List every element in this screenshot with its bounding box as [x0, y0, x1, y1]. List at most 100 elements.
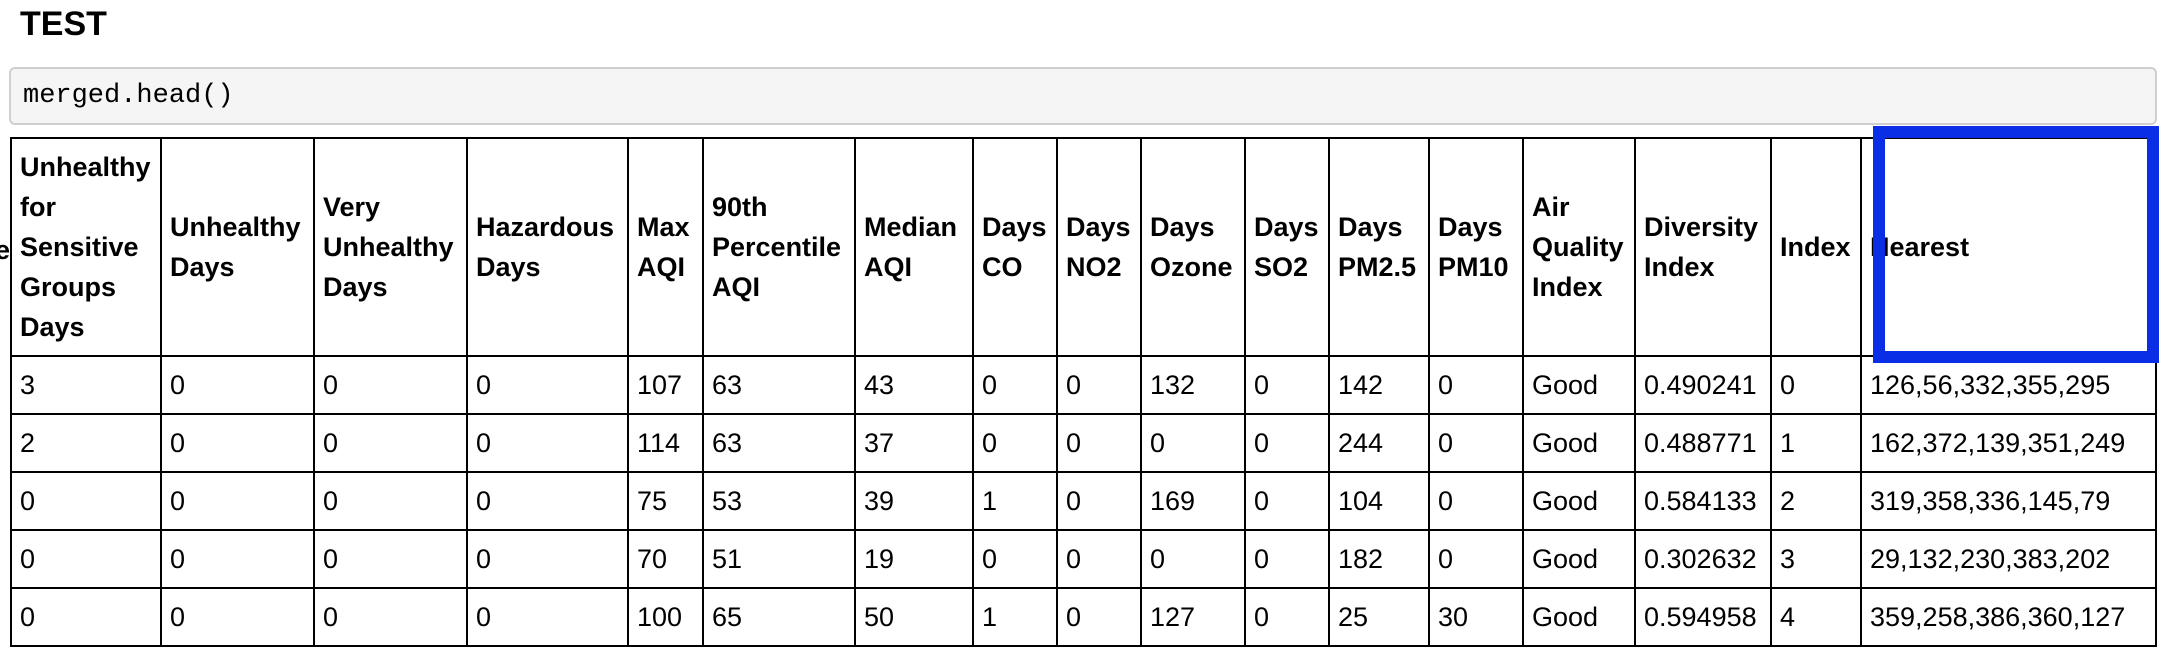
- table-cell: 0: [160, 529, 315, 589]
- table-cell: 51: [702, 529, 856, 589]
- column-header: Air Quality Index: [1522, 137, 1636, 357]
- table-cell: 0: [313, 355, 468, 415]
- table-cell: 0: [1428, 355, 1524, 415]
- table-cell: 0: [160, 355, 315, 415]
- table-cell: 39: [854, 471, 974, 531]
- column-header: Days PM10: [1428, 137, 1524, 357]
- table-cell: 1: [972, 471, 1058, 531]
- column-header: Unhealthy Days: [160, 137, 315, 357]
- table-cell: 0: [1770, 355, 1862, 415]
- dataframe-table: Unhealthy for Sensitive Groups Days Unhe…: [10, 137, 2157, 647]
- table-cell: 0: [10, 471, 162, 531]
- code-cell-source: merged.head(): [23, 81, 234, 111]
- table-cell: 63: [702, 355, 856, 415]
- table-cell: 244: [1328, 413, 1430, 473]
- table-cell: 0.302632: [1634, 529, 1772, 589]
- table-cell: 0: [160, 471, 315, 531]
- table-cell: 3: [10, 355, 162, 415]
- column-header: Median AQI: [854, 137, 974, 357]
- table-cell: 0: [466, 471, 629, 531]
- table-row: 3 0 0 0 107 63 43 0 0 132 0 142 0 Good 0.490241 0 126,56…: [10, 355, 2157, 415]
- clipped-previous-column: e: [0, 137, 10, 647]
- table-cell: 29,132,230,383,202: [1860, 529, 2157, 589]
- table-cell: 30: [1428, 587, 1524, 647]
- table-cell: 0.584133: [1634, 471, 1772, 531]
- column-header: Days SO2: [1244, 137, 1330, 357]
- table-cell: 0: [313, 413, 468, 473]
- table-cell: 0.488771: [1634, 413, 1772, 473]
- table-cell: 0: [313, 587, 468, 647]
- table-cell: 0: [1244, 355, 1330, 415]
- dataframe-output[interactable]: Unhealthy for Sensitive Groups Days Unhe…: [0, 137, 2168, 647]
- table-cell: 0: [466, 587, 629, 647]
- table-cell: 4: [1770, 587, 1862, 647]
- table-cell: 0: [1428, 413, 1524, 473]
- table-row: 0 0 0 0 100 65 50 1 0 127 0 25 30 Good 0.594958 4 359,25…: [10, 587, 2157, 647]
- table-row: 0 0 0 0 70 51 19 0 0 0 0 182 0 Good 0.302632 3 29,132,23…: [10, 529, 2157, 589]
- table-cell: 75: [627, 471, 704, 531]
- table-cell: 0.594958: [1634, 587, 1772, 647]
- column-header: Hazardous Days: [466, 137, 629, 357]
- table-cell: 53: [702, 471, 856, 531]
- clipped-header-fragment: e: [0, 235, 10, 265]
- table-cell: 0: [972, 529, 1058, 589]
- table-cell: 1: [1770, 413, 1862, 473]
- column-header: Unhealthy for Sensitive Groups Days: [10, 137, 162, 357]
- table-cell: 0: [972, 355, 1058, 415]
- table-cell: 114: [627, 413, 704, 473]
- table-cell: 126,56,332,355,295: [1860, 355, 2157, 415]
- table-cell: 0: [1056, 529, 1142, 589]
- table-cell: 100: [627, 587, 704, 647]
- table-cell: 0: [10, 587, 162, 647]
- table-cell: 142: [1328, 355, 1430, 415]
- header-row: Unhealthy for Sensitive Groups Days Unhe…: [10, 137, 2157, 357]
- table-cell: 0: [160, 587, 315, 647]
- table-row: 0 0 0 0 75 53 39 1 0 169 0 104 0 Good 0.584133 2 319,358…: [10, 471, 2157, 531]
- table-cell: 107: [627, 355, 704, 415]
- table-cell: 0: [1244, 471, 1330, 531]
- column-header: Days NO2: [1056, 137, 1142, 357]
- table-cell: 63: [702, 413, 856, 473]
- table-cell: 0.490241: [1634, 355, 1772, 415]
- table-cell: 2: [1770, 471, 1862, 531]
- table-cell: 104: [1328, 471, 1430, 531]
- code-cell[interactable]: merged.head(): [9, 67, 2157, 125]
- table-cell: 0: [160, 413, 315, 473]
- table-cell: 169: [1140, 471, 1246, 531]
- table-cell: 0: [1428, 529, 1524, 589]
- table-cell: Good: [1522, 355, 1636, 415]
- column-header: Days CO: [972, 137, 1058, 357]
- column-header: Diversity Index: [1634, 137, 1772, 357]
- table-cell: 2: [10, 413, 162, 473]
- table-cell: 319,358,336,145,79: [1860, 471, 2157, 531]
- table-cell: 162,372,139,351,249: [1860, 413, 2157, 473]
- table-cell: 127: [1140, 587, 1246, 647]
- table-cell: 182: [1328, 529, 1430, 589]
- column-header: Very Unhealthy Days: [313, 137, 468, 357]
- table-cell: Good: [1522, 587, 1636, 647]
- table-cell: Good: [1522, 529, 1636, 589]
- table-cell: 65: [702, 587, 856, 647]
- table-cell: 0: [1244, 529, 1330, 589]
- table-cell: 0: [1056, 413, 1142, 473]
- table-cell: 0: [1056, 355, 1142, 415]
- column-header: Max AQI: [627, 137, 704, 357]
- table-cell: 0: [1140, 529, 1246, 589]
- table-cell: 0: [466, 355, 629, 415]
- column-header: 90th Percentile AQI: [702, 137, 856, 357]
- table-cell: 359,258,386,360,127: [1860, 587, 2157, 647]
- table-cell: 0: [10, 529, 162, 589]
- table-cell: 50: [854, 587, 974, 647]
- table-cell: 0: [466, 529, 629, 589]
- table-cell: 0: [1056, 471, 1142, 531]
- table-cell: 70: [627, 529, 704, 589]
- table-row: 2 0 0 0 114 63 37 0 0 0 0 244 0 Good 0.488771 1 162,372,…: [10, 413, 2157, 473]
- table-cell: 25: [1328, 587, 1430, 647]
- table-cell: 0: [313, 529, 468, 589]
- section-heading: TEST: [20, 5, 107, 43]
- table-cell: 0: [313, 471, 468, 531]
- column-header: Days PM2.5: [1328, 137, 1430, 357]
- column-header-nearest: Nearest: [1860, 137, 2157, 357]
- table-cell: Good: [1522, 413, 1636, 473]
